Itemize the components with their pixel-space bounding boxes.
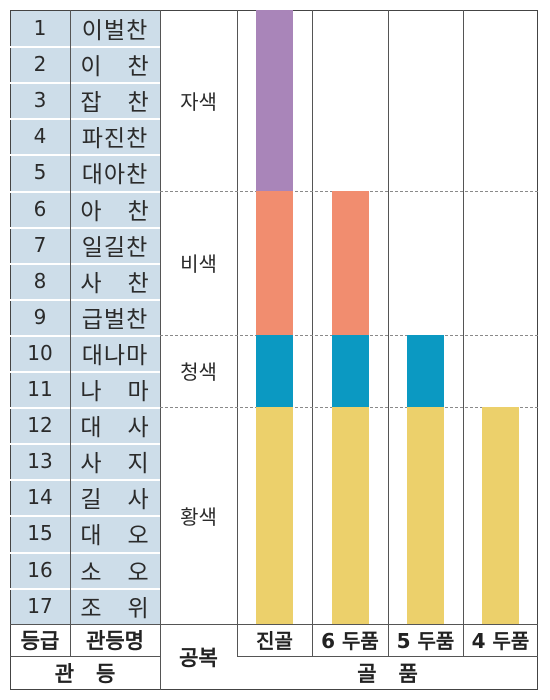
rank-name: 나 마: [80, 379, 150, 406]
rank-name: 아 찬: [80, 198, 150, 225]
rank-name: 파진찬: [81, 126, 149, 153]
rank-name: 잡 찬: [80, 90, 150, 117]
rank-name: 대 사: [80, 415, 150, 442]
rank-name: 이벌찬: [81, 18, 149, 45]
rank-number: 9: [33, 304, 47, 329]
bar-segment: [256, 10, 293, 191]
row-divider: [10, 118, 160, 121]
column-divider: [463, 10, 464, 656]
rank-name: 대 오: [80, 523, 150, 550]
bar-segment: [256, 190, 293, 335]
rank-name: 조 위: [80, 595, 150, 622]
bone-group-header: 골 품: [357, 662, 418, 686]
row-divider: [10, 479, 160, 482]
row-divider: [10, 82, 160, 85]
row-divider: [10, 334, 160, 337]
bar-segment: [331, 190, 369, 335]
column-divider: [388, 10, 389, 656]
bone-rank-label: 4 두품: [471, 629, 530, 654]
uniform-header: 공복: [179, 645, 218, 670]
bar-segment: [256, 407, 293, 624]
row-divider: [10, 262, 160, 265]
row-divider: [10, 407, 160, 410]
column-divider: [70, 10, 71, 656]
uniform-color-label: 황색: [180, 504, 217, 529]
column-divider: [237, 10, 238, 656]
column-divider: [160, 10, 161, 656]
rank-name: 급벌찬: [81, 306, 149, 333]
rank-name: 소 오: [80, 559, 150, 586]
bar-segment: [407, 334, 444, 408]
grade-header: 등급: [20, 628, 60, 653]
rank-number: 2: [33, 52, 47, 77]
row-divider: [10, 298, 160, 301]
rank-column-shade: [10, 10, 160, 624]
header-divider: [10, 656, 160, 657]
rank-number: 10: [27, 340, 53, 365]
rank-name: 사 찬: [80, 270, 150, 297]
rank-name: 길 사: [80, 487, 150, 514]
rank-name: 대나마: [81, 342, 149, 369]
rank-name: 대아찬: [81, 162, 149, 189]
rank-number: 11: [27, 377, 53, 402]
rank-number: 12: [27, 413, 53, 438]
uniform-color-label: 청색: [180, 360, 217, 385]
bar-segment: [331, 407, 369, 624]
rank-number: 15: [27, 521, 53, 546]
rank-number: 4: [33, 124, 47, 149]
row-divider: [10, 46, 160, 49]
row-divider: [10, 154, 160, 157]
row-divider: [10, 443, 160, 446]
rank-name: 일길찬: [81, 234, 149, 261]
bar-segment: [256, 334, 293, 408]
rank-group-header: 관 등: [54, 662, 116, 686]
bar-segment: [482, 407, 519, 624]
bar-segment: [407, 407, 444, 624]
row-divider: [10, 190, 160, 193]
rank-number: 5: [33, 160, 47, 185]
rank-number: 7: [33, 232, 47, 257]
column-divider: [160, 656, 161, 690]
rank-name: 이 찬: [80, 54, 150, 81]
rank-number: 16: [27, 557, 53, 582]
rank-number: 14: [27, 485, 53, 510]
bone-rank-label: 진골: [256, 629, 293, 654]
rank-name: 사 지: [80, 451, 150, 478]
row-divider: [10, 515, 160, 518]
uniform-color-label: 자색: [180, 89, 217, 114]
bone-rank-label: 5 두품: [396, 629, 455, 654]
row-divider: [10, 551, 160, 554]
header-divider: [237, 656, 538, 657]
column-divider: [312, 10, 313, 656]
rank-number: 13: [27, 449, 53, 474]
row-divider: [10, 587, 160, 590]
rank-number: 6: [33, 196, 47, 221]
row-divider: [10, 371, 160, 373]
rank-number: 3: [33, 88, 47, 113]
row-divider: [10, 226, 160, 229]
uniform-color-label: 비색: [180, 252, 217, 277]
rank-number: 8: [33, 268, 47, 293]
rank-number: 17: [27, 593, 53, 618]
bone-rank-label: 6 두품: [321, 629, 379, 654]
rank-number: 1: [33, 16, 47, 41]
header-divider: [10, 623, 538, 625]
rank-name-header: 관등명: [86, 628, 144, 653]
bar-segment: [331, 334, 369, 408]
